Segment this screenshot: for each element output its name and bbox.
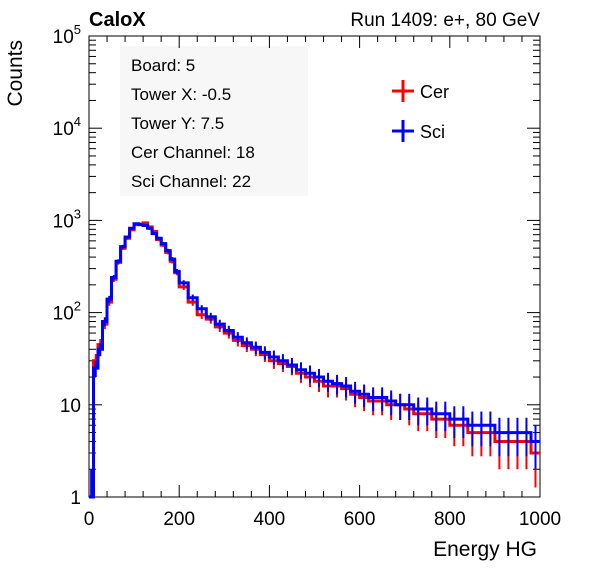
x-tick-label: 800 xyxy=(434,509,466,530)
y-tick-label: 10 xyxy=(60,396,81,417)
info-cer-channel: Cer Channel: 18 xyxy=(131,143,255,162)
plot-frame xyxy=(88,35,541,498)
y-tick-label: 102 xyxy=(53,299,81,325)
info-board: Board: 5 xyxy=(131,56,195,75)
series-sci xyxy=(89,222,540,499)
x-tick-label: 400 xyxy=(254,509,286,530)
x-axis: 0 200 400 600 800 1000 xyxy=(84,36,561,530)
y-tick-label: 105 xyxy=(53,22,81,48)
brand-label: CaloX xyxy=(89,9,146,31)
info-sci-channel: Sci Channel: 22 xyxy=(131,172,251,191)
legend: Cer Sci xyxy=(392,80,449,142)
legend-item-sci: Sci xyxy=(392,120,445,142)
series-layer xyxy=(89,221,540,499)
legend-item-cer: Cer xyxy=(392,80,449,102)
legend-sci-label: Sci xyxy=(420,122,445,142)
y-tick-label: 1 xyxy=(70,488,81,509)
info-tower-x: Tower X: -0.5 xyxy=(131,85,231,104)
y-tick-label: 103 xyxy=(53,206,81,232)
x-tick-label: 1000 xyxy=(519,509,561,530)
legend-cer-label: Cer xyxy=(420,82,449,102)
x-tick-label: 200 xyxy=(163,509,195,530)
series-cer xyxy=(89,221,540,499)
info-box-bg xyxy=(120,46,308,196)
x-tick-label: 0 xyxy=(84,509,95,530)
run-label: Run 1409: e+, 80 GeV xyxy=(350,10,540,31)
y-axis: 1 10 102 103 104 105 xyxy=(53,22,540,509)
info-box: Board: 5 Tower X: -0.5 Tower Y: 7.5 Cer … xyxy=(120,46,308,196)
y-axis-title: Counts xyxy=(4,40,27,107)
x-axis-title: Energy HG xyxy=(433,538,537,561)
y-tick-label: 104 xyxy=(53,114,81,140)
x-tick-label: 600 xyxy=(344,509,376,530)
info-tower-y: Tower Y: 7.5 xyxy=(131,114,224,133)
